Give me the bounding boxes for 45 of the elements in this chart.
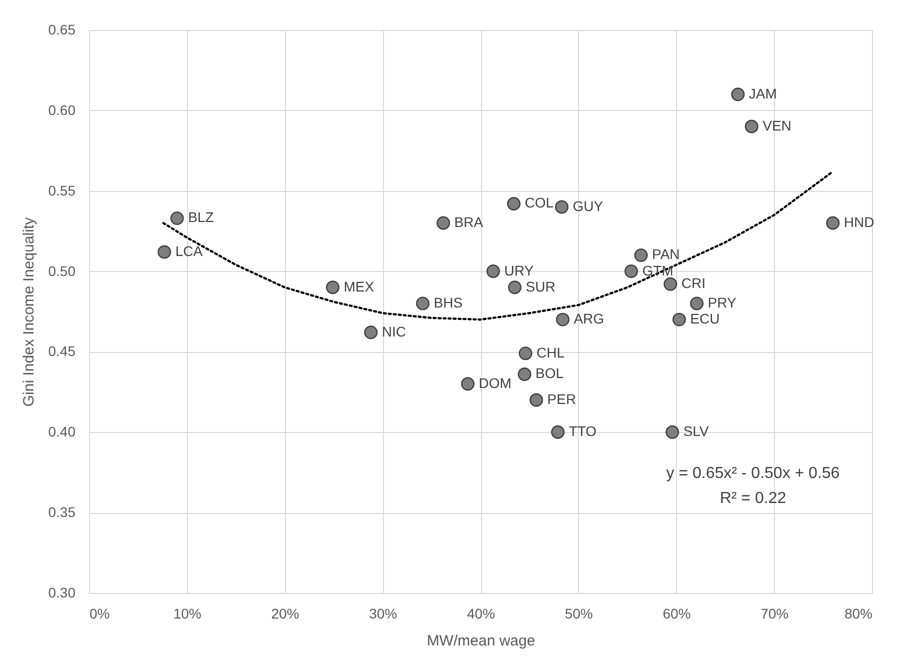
annotation: ECU (690, 310, 720, 327)
y-tick-label: 0.55 (48, 182, 76, 198)
annotation: BOL (536, 365, 564, 382)
annotation: MEX (344, 278, 375, 294)
y-tick-label: 0.60 (48, 102, 76, 118)
annotation: PRY (708, 294, 737, 310)
annotation: JAM (748, 85, 777, 102)
y-tick-label: 0.35 (48, 504, 76, 520)
y-tick-label: 0.65 (48, 22, 76, 38)
annotation: PAN (652, 246, 680, 262)
annotation: HND (844, 214, 874, 230)
annotation: ARG (574, 310, 604, 327)
x-tick-label: 80% (844, 606, 872, 622)
y-tick-label: 0.40 (48, 424, 76, 440)
x-tick-label: 10% (173, 606, 202, 622)
x-axis-title: MW/mean wage (426, 632, 536, 650)
annotation: R² = 0.22 (720, 490, 786, 507)
annotation: BLZ (188, 209, 214, 226)
annotation: BHS (434, 294, 463, 310)
annotation: SUR (526, 278, 556, 294)
annotation: CRI (681, 275, 706, 292)
y-tick-label: 0.50 (48, 262, 76, 279)
y-tick-label: 0.45 (48, 343, 76, 360)
annotation: URY (504, 262, 534, 278)
annotation: DOM (478, 374, 512, 391)
x-tick-label: 20% (271, 606, 300, 622)
x-tick-label: 30% (369, 606, 398, 622)
x-tick-label: 70% (760, 606, 789, 622)
annotation: CHL (536, 344, 565, 360)
x-tick-label: 60% (662, 606, 691, 622)
annotation: GUY (572, 198, 604, 214)
annotation: SLV (683, 423, 710, 440)
annotation: BRA (454, 214, 484, 230)
x-tick-label: 40% (466, 606, 496, 622)
annotation: VEN (762, 118, 792, 134)
x-tick-label: 50% (564, 606, 593, 622)
y-axis-title: Gini Index Income Inequality (20, 216, 38, 407)
annotation: LCA (175, 242, 204, 259)
annotation: TTO (568, 423, 597, 440)
annotation: NIC (382, 323, 406, 340)
annotation: PER (547, 390, 576, 407)
annotation: COL (524, 194, 554, 211)
y-tick-label: 0.30 (48, 584, 76, 600)
annotation: y = 0.65x² - 0.50x + 0.56 (666, 465, 840, 482)
x-tick-label: 0% (90, 606, 110, 622)
